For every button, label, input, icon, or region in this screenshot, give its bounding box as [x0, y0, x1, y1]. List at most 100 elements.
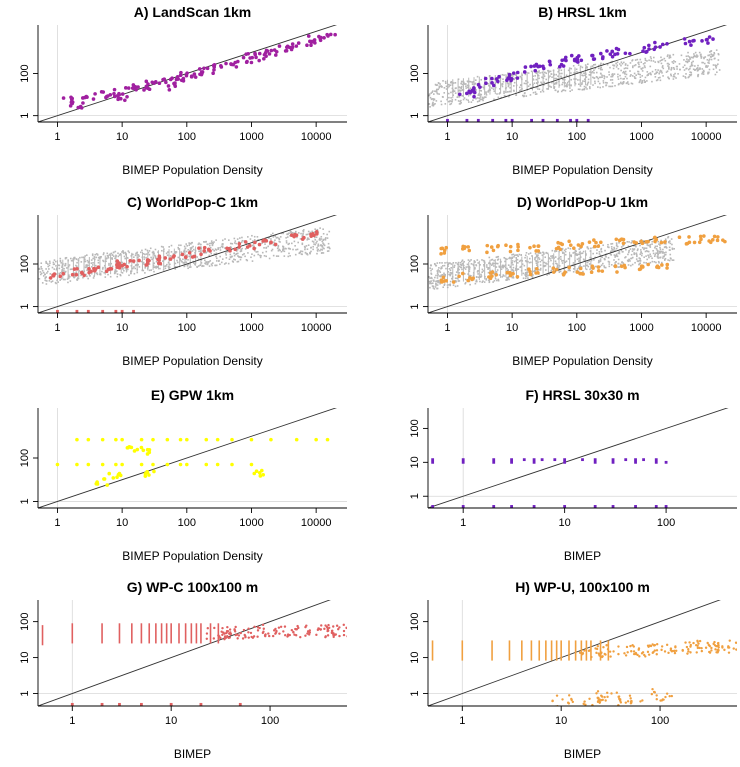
gray-point	[441, 265, 444, 267]
data-point	[122, 262, 127, 267]
gray-point	[671, 247, 674, 250]
data-point	[617, 695, 620, 699]
data-point	[346, 635, 347, 638]
gray-point	[437, 273, 439, 276]
gray-point	[96, 273, 99, 276]
gray-point	[522, 272, 525, 275]
gray-point	[239, 250, 242, 253]
data-point	[131, 259, 136, 263]
gray-point	[82, 276, 84, 279]
data-point	[164, 80, 168, 85]
gray-point	[62, 278, 65, 281]
gray-point	[482, 270, 485, 272]
gray-point	[91, 264, 94, 266]
gray-point	[263, 247, 265, 249]
gray-point	[320, 238, 323, 240]
gray-point	[556, 264, 559, 267]
gray-point	[319, 239, 321, 241]
data-point	[510, 505, 513, 508]
gray-point	[469, 87, 472, 90]
data-point	[325, 625, 329, 629]
gray-point	[233, 237, 236, 240]
data-point	[682, 37, 687, 41]
gray-point	[672, 66, 675, 69]
gray-point	[133, 256, 135, 258]
gray-point	[583, 78, 586, 81]
gray-point	[529, 83, 531, 86]
gray-point	[508, 257, 510, 260]
gray-point	[84, 258, 86, 261]
data-point	[497, 74, 501, 79]
gray-point	[707, 61, 709, 64]
gray-point	[518, 253, 521, 256]
gray-point	[594, 80, 596, 83]
gray-point	[137, 256, 139, 259]
gray-point	[270, 234, 272, 236]
gray-point	[48, 260, 51, 263]
data-point	[173, 81, 177, 85]
gray-point	[86, 259, 89, 262]
data-point	[87, 267, 91, 271]
gray-point	[208, 242, 211, 245]
gray-point	[458, 95, 461, 98]
gray-point	[461, 80, 463, 83]
data-point	[717, 648, 720, 651]
gray-point	[672, 53, 675, 56]
data-point	[715, 651, 718, 654]
gray-point	[40, 273, 42, 276]
data-point	[132, 309, 135, 313]
gray-point	[694, 68, 697, 71]
x-tick-label: 10000	[301, 131, 332, 143]
gray-point	[211, 264, 213, 267]
gray-point	[497, 255, 500, 258]
gray-point	[487, 271, 490, 274]
gray-point	[132, 253, 134, 256]
gray-point	[471, 83, 474, 86]
data-point	[581, 652, 585, 655]
data-point	[257, 242, 262, 247]
gray-point	[326, 250, 329, 252]
data-point	[466, 245, 471, 249]
gray-point	[534, 75, 536, 77]
data-point	[78, 104, 83, 109]
gray-point	[669, 242, 672, 245]
gray-point	[561, 78, 564, 81]
gray-point	[250, 256, 252, 259]
gray-point	[500, 268, 503, 270]
gray-point	[194, 263, 196, 266]
gray-point	[449, 100, 451, 102]
data-point	[615, 51, 620, 56]
gray-point	[520, 84, 522, 87]
gray-point	[626, 82, 629, 84]
gray-point	[601, 74, 603, 77]
data-point	[328, 626, 331, 630]
data-point	[595, 651, 598, 655]
data-point	[516, 242, 520, 247]
gray-point	[608, 261, 611, 263]
data-point	[658, 45, 662, 49]
gray-point	[217, 247, 219, 249]
gray-point	[525, 252, 528, 254]
gray-point	[645, 255, 647, 257]
gray-point	[219, 255, 222, 258]
gray-point	[603, 75, 606, 78]
data-point	[273, 53, 278, 57]
x-axis-label: BIMEP Population Density	[122, 354, 263, 368]
gray-point	[644, 76, 647, 79]
gray-point	[659, 250, 662, 253]
data-point	[595, 647, 599, 651]
gray-point	[130, 255, 133, 257]
gray-point	[70, 268, 73, 271]
data-point	[593, 458, 597, 462]
gray-point	[643, 65, 646, 67]
data-point	[272, 629, 276, 632]
gray-point	[197, 258, 200, 261]
gray-point	[209, 260, 212, 262]
data-point	[721, 645, 724, 648]
gray-point	[560, 75, 562, 78]
data-point	[239, 631, 242, 635]
gray-point	[38, 268, 41, 270]
gray-point	[459, 100, 462, 103]
gray-point	[626, 81, 629, 83]
data-point	[300, 237, 305, 241]
